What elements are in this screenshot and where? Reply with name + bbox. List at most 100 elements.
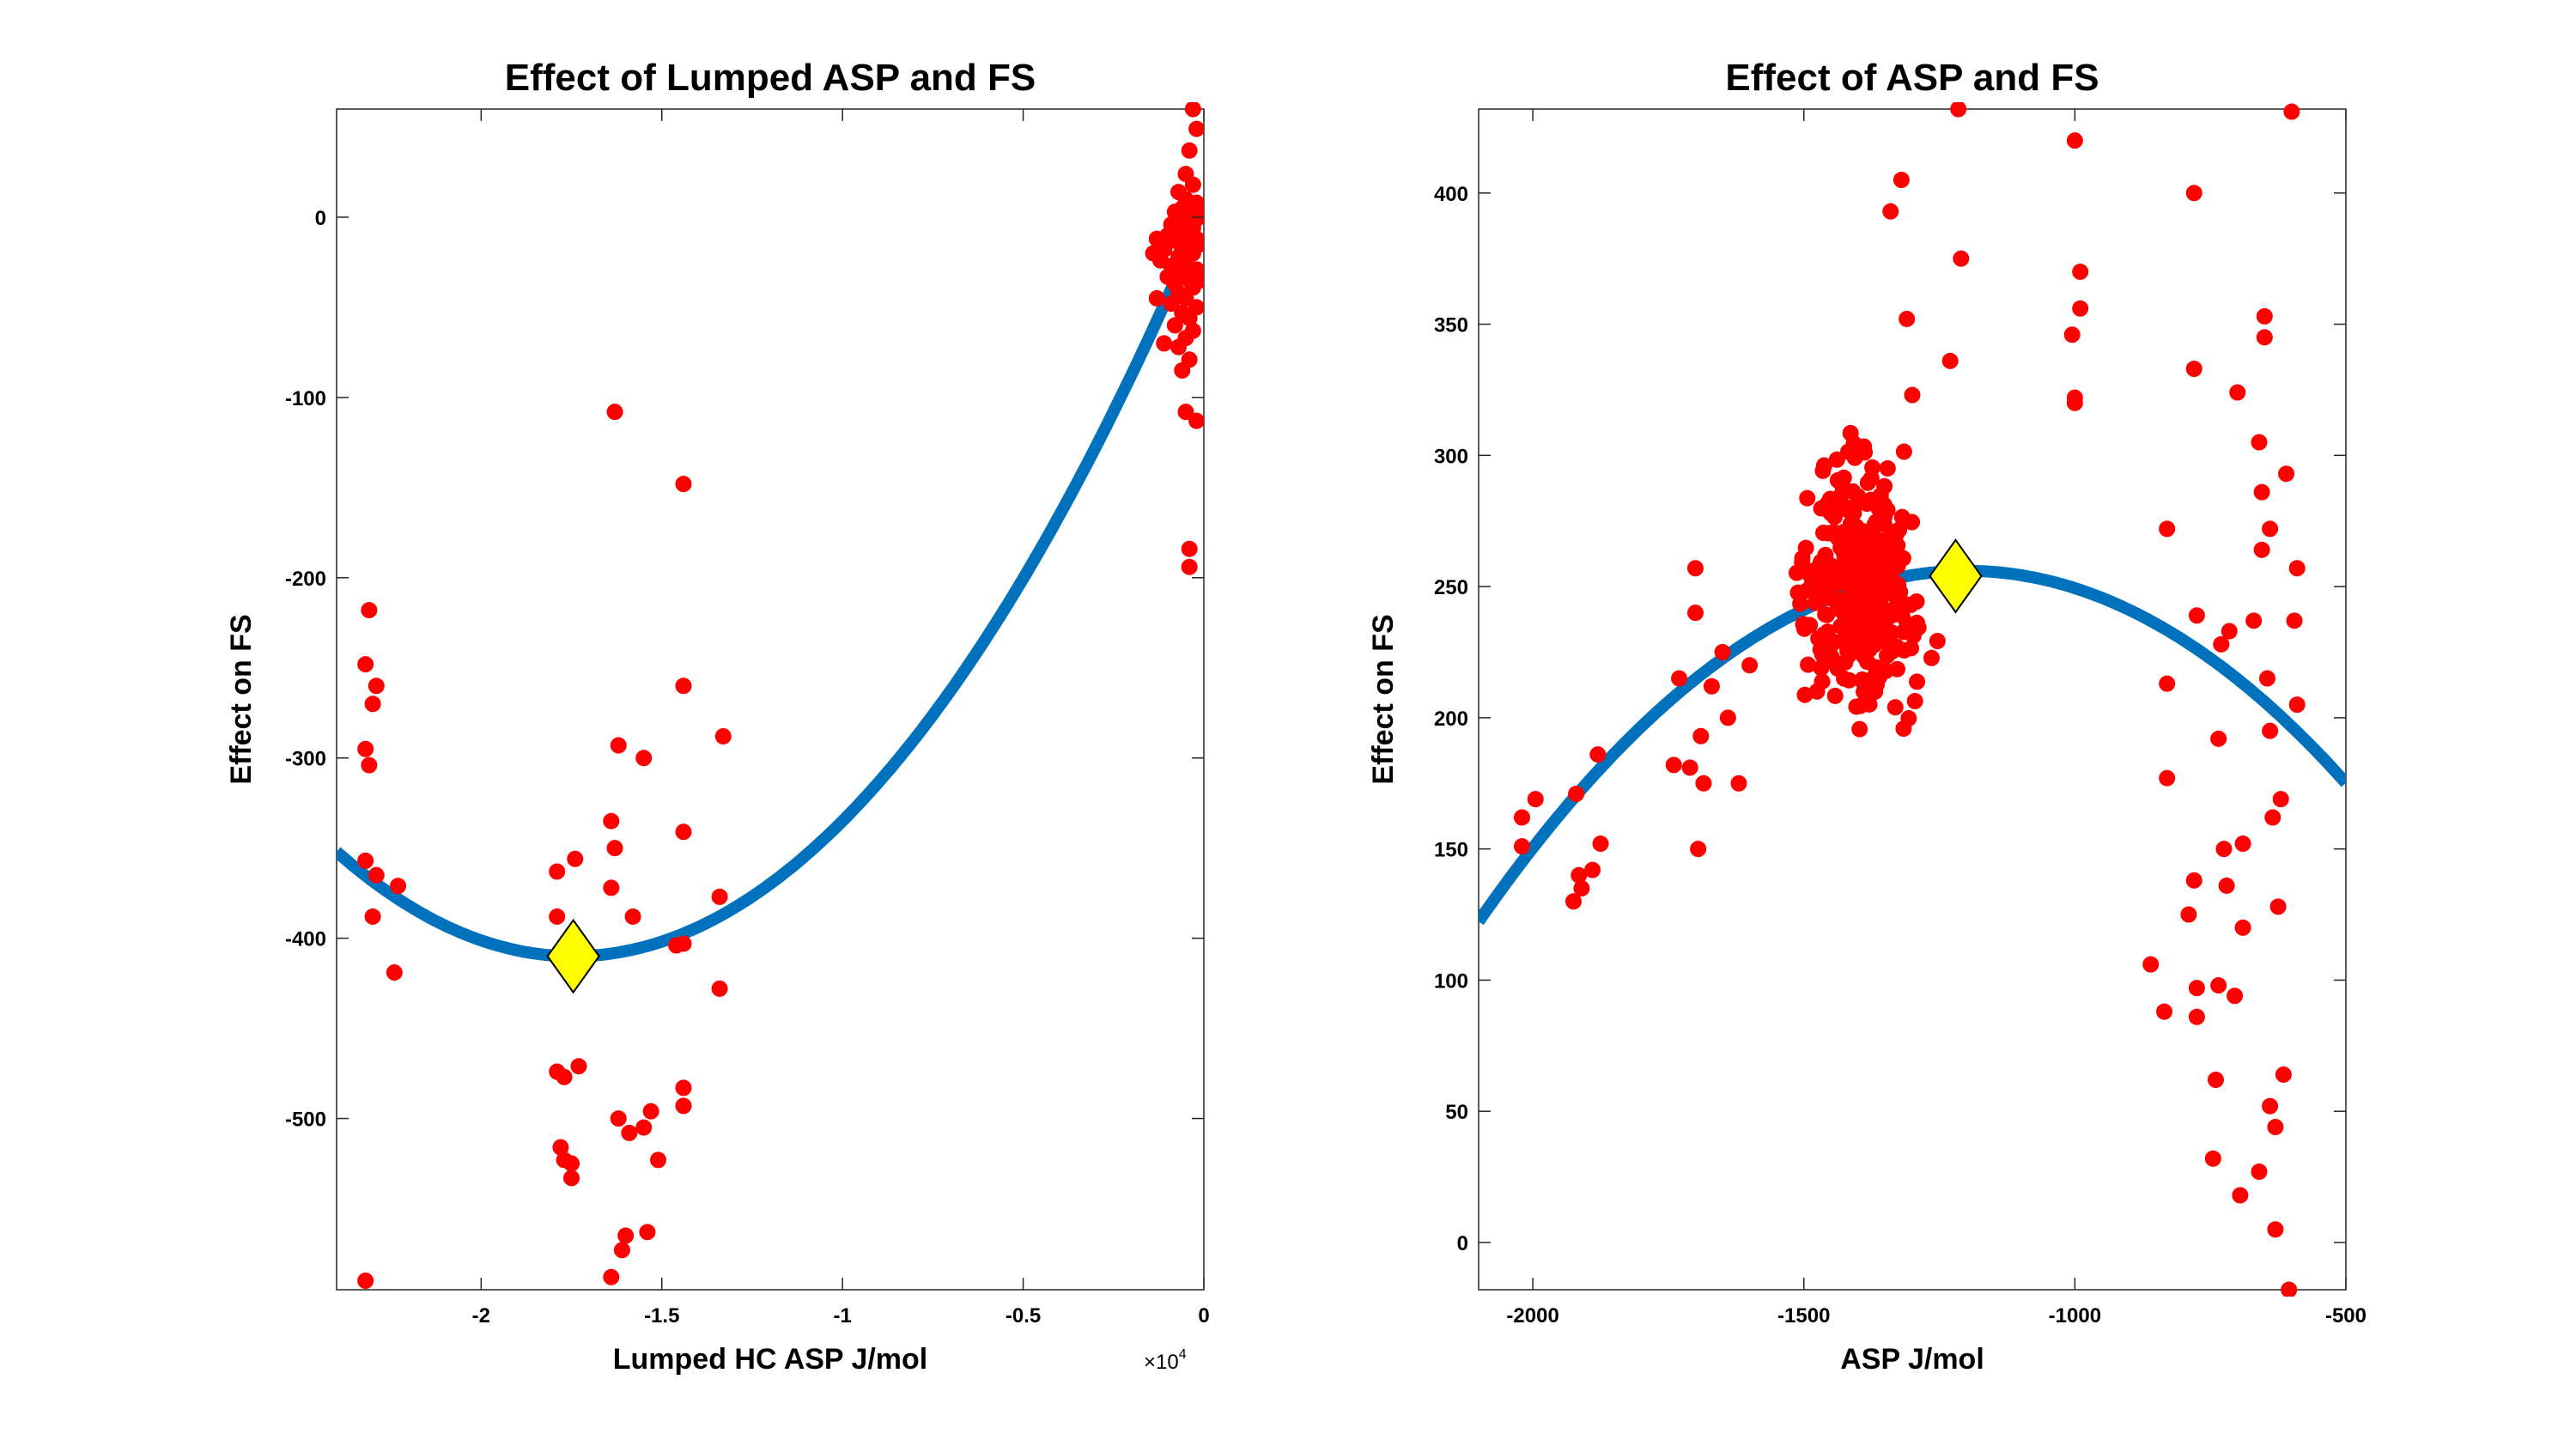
data-point xyxy=(2264,809,2281,826)
data-point xyxy=(357,852,374,869)
data-point xyxy=(1188,120,1204,137)
data-point xyxy=(2262,520,2279,538)
data-point xyxy=(639,1224,656,1241)
data-point xyxy=(2272,791,2289,808)
data-point xyxy=(1681,759,1698,776)
exponent-power: 4 xyxy=(1179,1347,1187,1362)
data-point xyxy=(624,908,641,925)
scatter-points xyxy=(1514,102,2306,1297)
data-point xyxy=(1564,893,1582,910)
data-point xyxy=(2142,956,2160,973)
data-point xyxy=(613,1242,630,1259)
data-point xyxy=(1893,607,1911,624)
data-point xyxy=(1845,434,1862,452)
data-point xyxy=(2215,841,2233,858)
data-point xyxy=(2185,185,2202,202)
data-point xyxy=(1859,474,1876,491)
data-point xyxy=(567,850,584,867)
left-x-exponent-label: ×104 xyxy=(1144,1347,1187,1374)
data-point xyxy=(1181,558,1198,575)
data-point xyxy=(1823,648,1840,665)
data-point xyxy=(1826,687,1844,704)
data-point xyxy=(1692,727,1710,744)
data-point xyxy=(2253,483,2270,501)
data-point xyxy=(2159,769,2176,787)
right-subplot: -2000 -1500 -1000 -500 0 50 100 150 200 250 300 350… xyxy=(1367,57,2366,1376)
data-point xyxy=(1690,841,1707,858)
data-point xyxy=(1856,617,1873,634)
y-tick-label: 150 xyxy=(1434,839,1468,862)
data-point xyxy=(570,1058,587,1075)
data-point xyxy=(1879,459,1896,477)
data-point xyxy=(1859,602,1876,619)
data-point xyxy=(1184,176,1201,193)
exponent-base: ×10 xyxy=(1144,1351,1179,1374)
data-point xyxy=(1814,673,1831,690)
data-point xyxy=(1695,775,1712,792)
data-point xyxy=(635,750,653,767)
data-point xyxy=(2210,730,2227,747)
data-point xyxy=(2188,1008,2205,1025)
data-point xyxy=(2072,300,2089,317)
data-point xyxy=(1741,657,1759,674)
x-tick-label: -1 xyxy=(833,1304,851,1328)
data-point xyxy=(1527,791,1544,808)
data-point xyxy=(610,1110,627,1127)
data-point xyxy=(1796,686,1814,703)
x-tick-label: -500 xyxy=(2325,1304,2366,1328)
data-point xyxy=(1896,641,1913,659)
data-point xyxy=(675,1097,692,1115)
data-point xyxy=(1514,838,1530,855)
data-point xyxy=(2253,541,2270,558)
data-point xyxy=(1800,656,1817,673)
data-point xyxy=(617,1227,635,1244)
data-point xyxy=(1889,591,1906,608)
data-point xyxy=(635,1119,653,1136)
left-subplot: -2 -1.5 -1 -0.5 0 -500 -400 -300 -200 -100 0 Effec… xyxy=(225,57,1210,1376)
data-point xyxy=(2251,1164,2268,1180)
data-point xyxy=(1184,102,1201,118)
data-point xyxy=(2204,1150,2221,1167)
data-point xyxy=(2283,103,2300,120)
data-point xyxy=(606,840,623,857)
y-tick-label: 300 xyxy=(1434,445,1468,468)
data-point xyxy=(2275,1066,2292,1083)
left-y-axis-label: Effect on FS xyxy=(225,614,258,784)
data-point xyxy=(2072,263,2089,280)
right-axis-ticks: -2000 -1500 -1000 -500 0 50 100 150 200 250 300 350… xyxy=(1434,109,2366,1328)
data-point xyxy=(2208,1072,2224,1089)
data-point xyxy=(2063,326,2081,343)
data-point xyxy=(1163,295,1180,313)
data-point xyxy=(603,879,620,896)
y-tick-label: -100 xyxy=(285,387,326,410)
y-tick-label: 200 xyxy=(1434,708,1468,731)
data-point xyxy=(1828,451,1845,468)
data-point xyxy=(1821,490,1838,507)
data-point xyxy=(1192,271,1204,289)
data-point xyxy=(364,696,381,713)
data-point xyxy=(2258,670,2275,687)
data-point xyxy=(1929,632,1946,649)
y-tick-label: -400 xyxy=(285,928,326,951)
data-point xyxy=(1166,317,1183,334)
y-tick-label: 100 xyxy=(1434,969,1468,993)
data-point xyxy=(361,756,378,774)
data-point xyxy=(2269,898,2287,915)
data-point xyxy=(1730,775,1747,792)
data-point xyxy=(2188,607,2205,624)
y-tick-label: 250 xyxy=(1434,576,1468,599)
data-point xyxy=(2262,1097,2279,1115)
data-point xyxy=(1181,142,1198,159)
data-point xyxy=(1174,362,1191,379)
data-point xyxy=(549,863,566,880)
left-x-axis-label: Lumped HC ASP J/mol xyxy=(613,1343,928,1376)
data-point xyxy=(606,404,623,421)
data-point xyxy=(361,602,378,619)
data-point xyxy=(357,1273,374,1290)
data-point xyxy=(1835,524,1852,541)
data-point xyxy=(390,878,407,895)
data-point xyxy=(2180,906,2197,923)
right-y-axis-label: Effect on FS xyxy=(1367,614,1400,784)
data-point xyxy=(1687,605,1704,622)
data-point xyxy=(2278,465,2295,483)
